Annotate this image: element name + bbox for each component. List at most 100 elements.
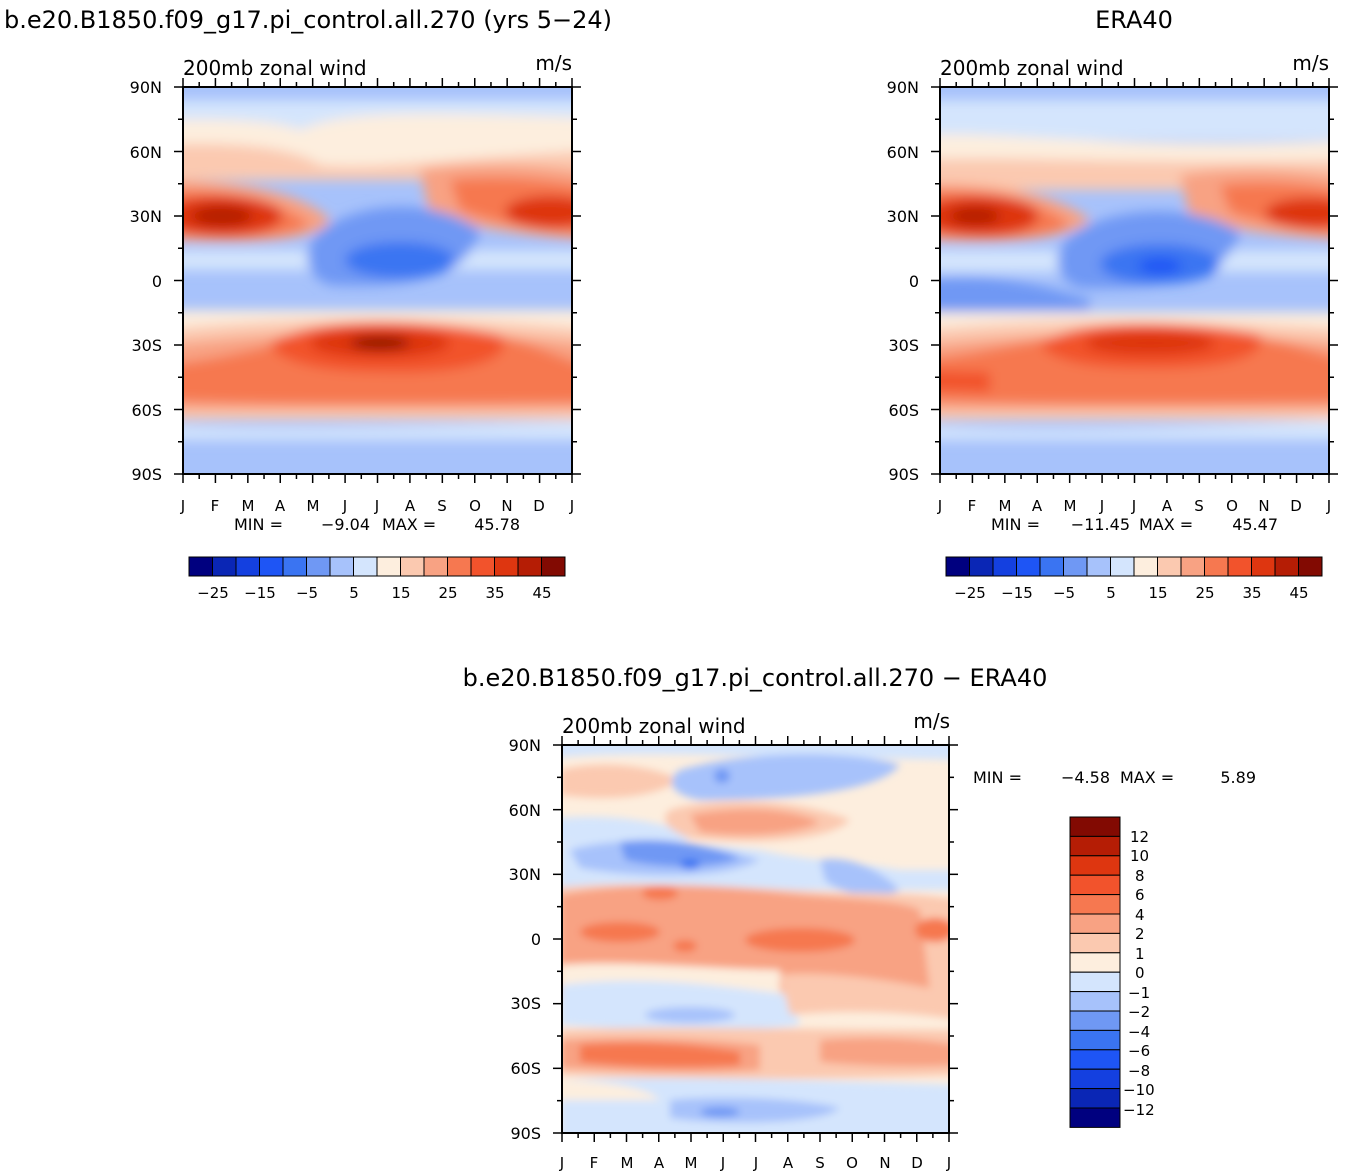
- panel-era40-colorbar-label: −15: [1001, 584, 1033, 602]
- panel-model-colorbar-label: 45: [532, 584, 551, 602]
- panel-difference-ytick: 30S: [510, 994, 541, 1013]
- colorbar-swatch: [945, 556, 970, 577]
- colorbar-swatch: [423, 556, 448, 577]
- colorbar-swatch: [541, 556, 566, 577]
- panel-difference-xtick: N: [879, 1154, 890, 1172]
- colorbar-swatch: [517, 556, 542, 577]
- panel-era40-ytick: 90N: [887, 78, 919, 97]
- panel-model-colorbar: [188, 556, 566, 577]
- colorbar-swatch: [1180, 556, 1205, 577]
- panel-model-colorbar-label: 5: [349, 584, 359, 602]
- panel-era40-xtick: J: [937, 497, 942, 515]
- panel-difference-subtitle-left: 200mb zonal wind: [562, 714, 746, 738]
- panel-difference-colorbar-label: 10: [1130, 847, 1149, 865]
- panel-model-xtick: J: [342, 497, 347, 515]
- panel-model-ytick: 90N: [130, 78, 162, 97]
- panel-model-ytick: 30N: [130, 207, 162, 226]
- panel-model: b.e20.B1850.f09_g17.pi_control.all.270 (…: [4, 6, 612, 602]
- panel-era40-max-value: 45.47: [1232, 515, 1278, 534]
- panel-era40-colorbar-label: 35: [1242, 584, 1261, 602]
- panel-difference-colorbar: [1069, 816, 1121, 1128]
- colorbar-swatch: [1069, 835, 1121, 857]
- panel-era40-min-label: MIN =: [991, 515, 1040, 534]
- colorbar-swatch: [235, 556, 260, 577]
- panel-difference-max-value: 5.89: [1220, 768, 1256, 787]
- panel-model-xtick: A: [405, 497, 416, 515]
- colorbar-swatch: [1063, 556, 1088, 577]
- panel-era40-colorbar-label: 25: [1195, 584, 1214, 602]
- colorbar-swatch: [306, 556, 331, 577]
- panel-era40-xtick: S: [1194, 497, 1204, 515]
- panel-difference-colorbar-label: −1: [1128, 984, 1150, 1002]
- colorbar-swatch: [1069, 1088, 1121, 1109]
- panel-difference-ytick: 30N: [509, 865, 541, 884]
- panel-era40-xtick: F: [968, 497, 977, 515]
- panel-era40-colorbar-label: −5: [1053, 584, 1075, 602]
- panel-model-colorbar-label: 25: [438, 584, 457, 602]
- panel-difference-colorbar-label: 0: [1135, 964, 1145, 982]
- colorbar-swatch: [1069, 894, 1121, 915]
- panel-difference-xtick: A: [783, 1154, 794, 1172]
- panel-era40-xtick: J: [1099, 497, 1104, 515]
- panel-era40-xtick: D: [1290, 497, 1302, 515]
- panel-model-min-value: −9.04: [321, 515, 370, 534]
- panel-model-xtick: J: [180, 497, 185, 515]
- colorbar-swatch: [376, 556, 401, 577]
- panel-era40-colorbar-label: 5: [1106, 584, 1116, 602]
- colorbar-swatch: [400, 556, 425, 577]
- colorbar-swatch: [259, 556, 284, 577]
- panel-difference-xtick: O: [846, 1154, 858, 1172]
- panel-era40-xtick: A: [1032, 497, 1043, 515]
- colorbar-swatch: [1298, 556, 1323, 577]
- colorbar-swatch: [1251, 556, 1276, 577]
- panel-difference-field: [562, 745, 949, 1133]
- panel-difference-xtick: A: [654, 1154, 665, 1172]
- panel-model-xtick: M: [242, 497, 255, 515]
- panel-model-ytick: 60N: [130, 143, 162, 162]
- panel-difference-colorbar-label: −8: [1128, 1062, 1150, 1080]
- panel-difference-xtick: M: [621, 1154, 634, 1172]
- panel-model-xtick: A: [275, 497, 286, 515]
- panel-difference-colorbar-label: 1: [1135, 945, 1145, 963]
- panel-era40-colorbar-label: 15: [1148, 584, 1167, 602]
- colorbar-swatch: [470, 556, 495, 577]
- panel-difference-colorbar-label: 12: [1130, 828, 1149, 846]
- panel-model-xtick: F: [211, 497, 220, 515]
- panel-difference-xtick: S: [815, 1154, 825, 1172]
- panel-difference: b.e20.B1850.f09_g17.pi_control.all.270 −…: [463, 664, 1256, 1172]
- panel-model-ytick: 60S: [131, 401, 162, 420]
- panel-era40-ytick: 0: [909, 272, 919, 291]
- colorbar-swatch: [1069, 913, 1121, 934]
- panel-difference-ytick: 90N: [509, 736, 541, 755]
- colorbar-swatch: [1069, 932, 1121, 954]
- panel-difference-ytick: 60S: [510, 1059, 541, 1078]
- panel-model-xtick: J: [569, 497, 574, 515]
- panel-difference-ytick: 0: [531, 930, 541, 949]
- panel-era40-xtick: J: [1326, 497, 1331, 515]
- colorbar-swatch: [1069, 1049, 1121, 1070]
- panel-difference-xtick: J: [720, 1154, 725, 1172]
- panel-era40-ytick: 30S: [888, 336, 919, 355]
- panel-difference-ytick: 90S: [510, 1124, 541, 1143]
- panel-model-field: [183, 87, 572, 474]
- panel-era40-subtitle-left: 200mb zonal wind: [940, 56, 1124, 80]
- panel-difference-xtick: J: [559, 1154, 564, 1172]
- panel-difference-colorbar-label: 6: [1135, 886, 1145, 904]
- panel-model-ytick: 0: [152, 272, 162, 291]
- colorbar-swatch: [1069, 1010, 1121, 1031]
- panel-era40-ytick: 30N: [887, 207, 919, 226]
- colorbar-swatch: [1274, 556, 1299, 577]
- panel-model-subtitle-left: 200mb zonal wind: [183, 56, 367, 80]
- colorbar-swatch: [1069, 1068, 1121, 1090]
- panel-difference-xtick: J: [946, 1154, 951, 1172]
- panel-era40-ytick: 60N: [887, 143, 919, 162]
- colorbar-swatch: [188, 556, 213, 577]
- panel-difference-xtick: D: [911, 1154, 923, 1172]
- panel-difference-max-label: MAX =: [1120, 768, 1174, 787]
- panel-model-max-value: 45.78: [474, 515, 520, 534]
- colorbar-swatch: [1204, 556, 1229, 577]
- panel-model-colorbar-label: −25: [197, 584, 229, 602]
- panel-era40-min-value: −11.45: [1071, 515, 1130, 534]
- colorbar-swatch: [1016, 556, 1041, 577]
- panel-era40: ERA40 200mb zonal wind m/s: [887, 6, 1332, 602]
